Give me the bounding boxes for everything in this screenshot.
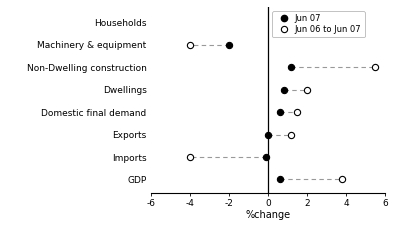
X-axis label: %change: %change bbox=[245, 210, 291, 220]
Legend: Jun 07, Jun 06 to Jun 07: Jun 07, Jun 06 to Jun 07 bbox=[272, 11, 364, 37]
